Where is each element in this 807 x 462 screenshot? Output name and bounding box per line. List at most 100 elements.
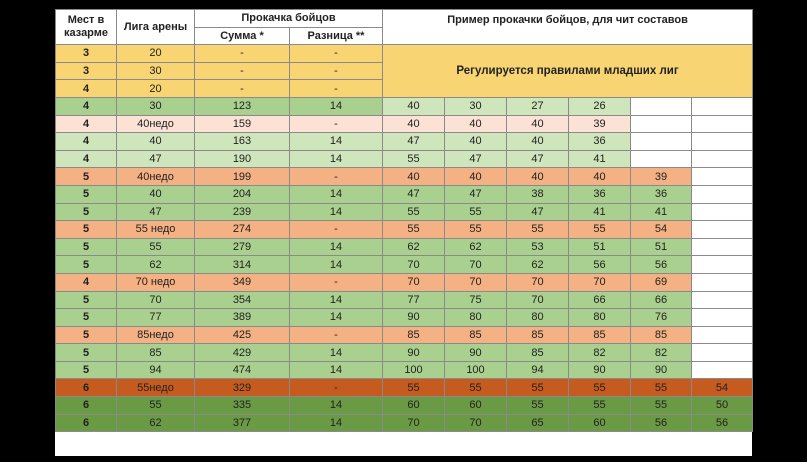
- table-row: 5 70 354 14 77 75 70 66 66: [55, 290, 754, 310]
- sum-cell: 204: [194, 184, 290, 204]
- table-row: 6 62 377 14 70 70 65 60 56 56: [55, 413, 754, 433]
- barracks-cell: 3: [55, 61, 117, 81]
- barracks-cell: 5: [55, 308, 117, 327]
- league-cell: 62: [116, 255, 195, 274]
- fighter-cell: 47: [444, 184, 507, 204]
- fighter-cell: 41: [568, 149, 631, 169]
- league-cell: 94: [116, 360, 195, 380]
- fighter-cell: [690, 167, 754, 186]
- league-cell: 30: [116, 96, 195, 116]
- fighter-cell: [690, 272, 754, 292]
- barracks-cell: 4: [55, 149, 117, 169]
- fighter-cell: [690, 184, 754, 204]
- fighter-cell: 55: [630, 378, 692, 398]
- upgrade-table: Мест в казарме Лига арены Прокачка бойцо…: [55, 8, 754, 433]
- sum-cell: -: [194, 61, 290, 81]
- league-cell: 30: [116, 61, 195, 81]
- barracks-cell: 4: [55, 114, 117, 134]
- diff-cell: 14: [289, 132, 383, 151]
- fighter-cell: 100: [444, 360, 507, 380]
- league-cell: 40недо: [116, 167, 195, 186]
- league-cell: 55: [116, 237, 195, 257]
- fighter-cell: 27: [506, 96, 569, 116]
- barracks-cell: 4: [55, 96, 117, 116]
- barracks-cell: 4: [55, 272, 117, 292]
- table-row: 5 77 389 14 90 80 80 80 76: [55, 308, 754, 327]
- fighter-cell: 55: [382, 378, 445, 398]
- league-cell: 85: [116, 343, 195, 362]
- fighter-cell: 75: [444, 290, 507, 310]
- barracks-cell: 5: [55, 255, 117, 274]
- fighter-cell: 65: [506, 413, 569, 433]
- diff-cell: 14: [289, 96, 383, 116]
- diff-cell: 14: [289, 184, 383, 204]
- fighter-cell: [690, 343, 754, 362]
- fighter-cell: 80: [568, 308, 631, 327]
- diff-cell: 14: [289, 202, 383, 222]
- fighter-cell: [690, 255, 754, 274]
- table-row: 5 40 204 14 47 47 38 36 36: [55, 184, 754, 204]
- fighter-cell: 80: [506, 308, 569, 327]
- fighter-cell: 47: [382, 184, 445, 204]
- header-sum: Сумма *: [194, 26, 290, 46]
- fighter-cell: 70: [382, 255, 445, 274]
- diff-cell: 14: [289, 255, 383, 274]
- fighter-cell: 69: [630, 272, 692, 292]
- fighter-cell: [630, 114, 692, 134]
- sum-cell: 335: [194, 396, 290, 415]
- league-cell: 40: [116, 184, 195, 204]
- fighter-cell: 40: [444, 132, 507, 151]
- fighter-cell: 70: [444, 255, 507, 274]
- table-row: 4 30 123 14 40 30 27 26: [55, 96, 754, 116]
- fighter-cell: 85: [382, 325, 445, 345]
- sum-cell: 314: [194, 255, 290, 274]
- fighter-cell: 38: [506, 184, 569, 204]
- fighter-cell: 40: [382, 96, 445, 116]
- diff-cell: 14: [289, 360, 383, 380]
- fighter-cell: 55: [506, 396, 569, 415]
- diff-cell: -: [289, 79, 383, 98]
- fighter-cell: 85: [630, 325, 692, 345]
- league-cell: 40недо: [116, 114, 195, 134]
- fighter-cell: 47: [506, 202, 569, 222]
- barracks-cell: 5: [55, 290, 117, 310]
- fighter-cell: 90: [630, 360, 692, 380]
- fighter-cell: 36: [568, 132, 631, 151]
- diff-cell: -: [289, 61, 383, 81]
- fighter-cell: [690, 308, 754, 327]
- bottom-bar: [0, 456, 807, 462]
- header-example: Пример прокачки бойцов, для чит составов: [381, 8, 754, 46]
- fighter-cell: 90: [444, 343, 507, 362]
- fighter-cell: 53: [506, 237, 569, 257]
- table-row: 5 47 239 14 55 55 47 41 41: [55, 202, 754, 222]
- header-barracks: Мест в казарме: [55, 8, 117, 46]
- fighter-cell: 55: [444, 202, 507, 222]
- league-cell: 20: [116, 44, 195, 63]
- fighter-cell: 76: [630, 308, 692, 327]
- league-cell: 70: [116, 290, 195, 310]
- fighter-cell: 54: [630, 220, 692, 239]
- table-row: 4 40недо 159-40 40 40 39: [55, 114, 754, 134]
- fighter-cell: 60: [444, 396, 507, 415]
- fighter-cell: 55: [506, 378, 569, 398]
- fighter-cell: 56: [690, 413, 754, 433]
- fighter-cell: 36: [568, 184, 631, 204]
- sum-cell: 279: [194, 237, 290, 257]
- diff-cell: 14: [289, 290, 383, 310]
- fighter-cell: 60: [568, 413, 631, 433]
- fighter-cell: 62: [506, 255, 569, 274]
- barracks-cell: 5: [55, 167, 117, 186]
- fighter-cell: 85: [506, 343, 569, 362]
- fighter-cell: 77: [382, 290, 445, 310]
- sum-cell: 163: [194, 132, 290, 151]
- fighter-cell: [690, 149, 754, 169]
- sum-cell: 274: [194, 220, 290, 239]
- fighter-cell: 66: [630, 290, 692, 310]
- fighter-cell: [630, 149, 692, 169]
- fighter-cell: 70: [506, 290, 569, 310]
- fighter-cell: [690, 202, 754, 222]
- fighter-cell: 55: [382, 202, 445, 222]
- sum-cell: 377: [194, 413, 290, 433]
- sum-cell: 354: [194, 290, 290, 310]
- table-row: 5 85недо 425-85 85 85 85 85: [55, 325, 754, 345]
